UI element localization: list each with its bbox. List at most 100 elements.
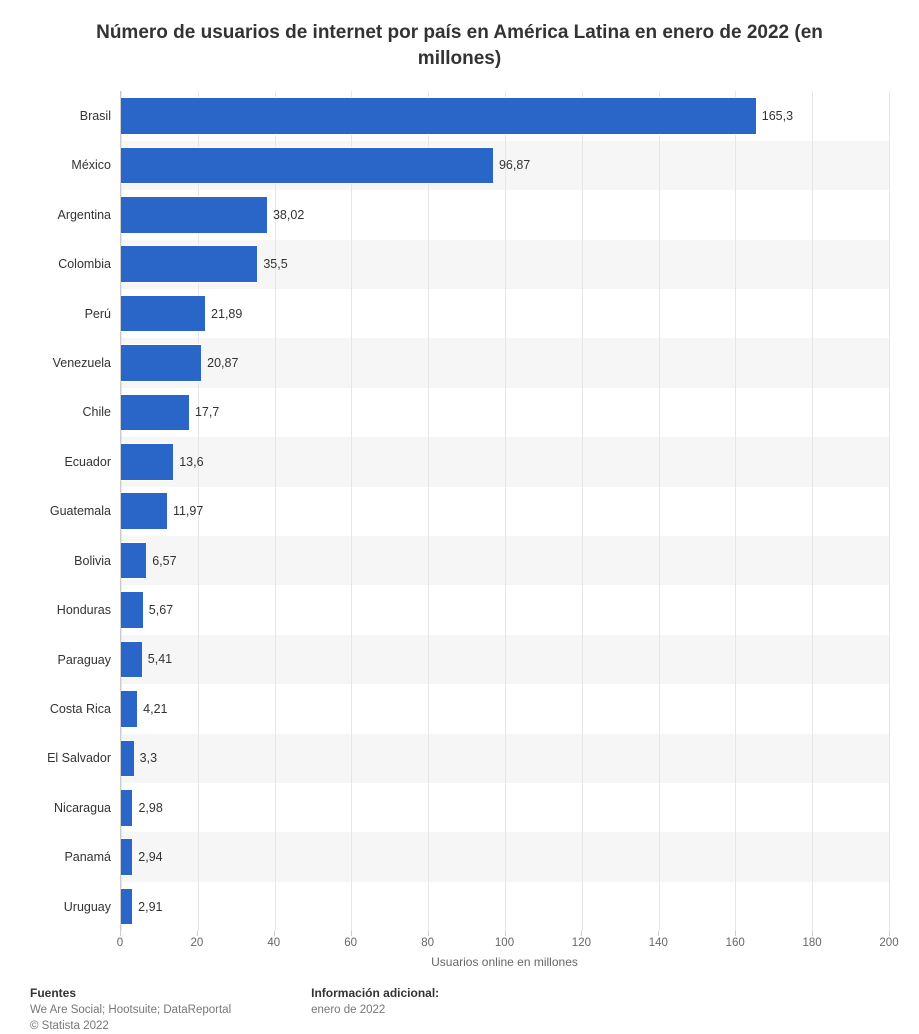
sources-block: Fuentes We Are Social; Hootsuite; DataRe… bbox=[30, 985, 231, 1034]
bar-row: Brasil165,3 bbox=[121, 91, 889, 140]
xtick-label: 120 bbox=[572, 937, 591, 949]
bar: 2,91 bbox=[121, 888, 132, 926]
bar-row: Chile17,7 bbox=[121, 388, 889, 437]
value-label: 5,67 bbox=[149, 603, 173, 617]
xtick-mark bbox=[735, 931, 736, 936]
bar: 165,3 bbox=[121, 97, 756, 135]
value-label: 35,5 bbox=[263, 257, 287, 271]
xtick-label: 200 bbox=[879, 937, 898, 949]
x-axis: Usuarios online en millones 020406080100… bbox=[120, 931, 889, 971]
xtick-label: 0 bbox=[117, 937, 123, 949]
bar: 6,57 bbox=[121, 542, 146, 580]
sources-line: We Are Social; Hootsuite; DataReportal bbox=[30, 1002, 231, 1018]
value-label: 21,89 bbox=[211, 307, 242, 321]
bar-row: Guatemala11,97 bbox=[121, 487, 889, 536]
copyright: © Statista 2022 bbox=[30, 1018, 231, 1034]
xtick-mark bbox=[120, 931, 121, 936]
bar: 11,97 bbox=[121, 492, 167, 530]
bar: 3,3 bbox=[121, 740, 134, 778]
bar-row: Honduras5,67 bbox=[121, 585, 889, 634]
value-label: 11,97 bbox=[173, 504, 203, 518]
category-label: Brasil bbox=[80, 109, 111, 123]
bar-row: Paraguay5,41 bbox=[121, 635, 889, 684]
category-label: Nicaragua bbox=[54, 801, 111, 815]
info-block: Información adicional: enero de 2022 bbox=[311, 985, 439, 1034]
plot-area: Brasil165,3México96,87Argentina38,02Colo… bbox=[120, 91, 889, 931]
bar-row: Nicaragua2,98 bbox=[121, 783, 889, 832]
bar-row: Perú21,89 bbox=[121, 289, 889, 338]
value-label: 13,6 bbox=[179, 455, 203, 469]
value-label: 4,21 bbox=[143, 702, 167, 716]
bar-row: Argentina38,02 bbox=[121, 190, 889, 239]
value-label: 96,87 bbox=[499, 158, 530, 172]
xtick-label: 140 bbox=[649, 937, 668, 949]
xtick-mark bbox=[889, 931, 890, 936]
xtick-label: 60 bbox=[344, 937, 357, 949]
xtick-mark bbox=[428, 931, 429, 936]
bar: 2,98 bbox=[121, 789, 132, 827]
value-label: 20,87 bbox=[207, 356, 238, 370]
xtick-mark bbox=[658, 931, 659, 936]
bar: 5,41 bbox=[121, 641, 142, 679]
bar: 2,94 bbox=[121, 838, 132, 876]
bar-row: Uruguay2,91 bbox=[121, 882, 889, 931]
xtick-label: 180 bbox=[803, 937, 822, 949]
value-label: 3,3 bbox=[140, 751, 157, 765]
bar: 96,87 bbox=[121, 147, 493, 185]
info-line: enero de 2022 bbox=[311, 1002, 439, 1018]
category-label: Argentina bbox=[57, 208, 111, 222]
value-label: 17,7 bbox=[195, 405, 219, 419]
category-label: El Salvador bbox=[47, 751, 111, 765]
category-label: Panamá bbox=[64, 850, 111, 864]
chart-area: Brasil165,3México96,87Argentina38,02Colo… bbox=[20, 91, 889, 971]
chart-title: Número de usuarios de internet por país … bbox=[70, 20, 850, 71]
xtick-mark bbox=[812, 931, 813, 936]
bar-row: México96,87 bbox=[121, 141, 889, 190]
value-label: 2,91 bbox=[138, 900, 162, 914]
bar-row: Ecuador13,6 bbox=[121, 437, 889, 486]
category-label: Costa Rica bbox=[50, 702, 111, 716]
bar: 20,87 bbox=[121, 344, 201, 382]
x-axis-label: Usuarios online en millones bbox=[120, 955, 889, 969]
value-label: 5,41 bbox=[148, 652, 172, 666]
category-label: Colombia bbox=[58, 257, 111, 271]
footer: Fuentes We Are Social; Hootsuite; DataRe… bbox=[20, 985, 899, 1034]
xtick-mark bbox=[505, 931, 506, 936]
xtick-mark bbox=[351, 931, 352, 936]
category-label: Bolivia bbox=[74, 554, 111, 568]
category-label: Chile bbox=[83, 405, 112, 419]
value-label: 38,02 bbox=[273, 208, 304, 222]
gridline bbox=[889, 91, 890, 931]
xtick-mark bbox=[581, 931, 582, 936]
bar-row: El Salvador3,3 bbox=[121, 734, 889, 783]
bar: 17,7 bbox=[121, 394, 189, 432]
xtick-label: 20 bbox=[190, 937, 203, 949]
bar-row: Venezuela20,87 bbox=[121, 338, 889, 387]
xtick-mark bbox=[197, 931, 198, 936]
bar: 35,5 bbox=[121, 245, 257, 283]
value-label: 2,98 bbox=[138, 801, 162, 815]
bar: 13,6 bbox=[121, 443, 173, 481]
category-label: Venezuela bbox=[53, 356, 111, 370]
category-label: Paraguay bbox=[57, 653, 111, 667]
xtick-label: 40 bbox=[267, 937, 280, 949]
category-label: Perú bbox=[85, 307, 111, 321]
bar-row: Bolivia6,57 bbox=[121, 536, 889, 585]
category-label: Honduras bbox=[57, 603, 111, 617]
value-label: 2,94 bbox=[138, 850, 162, 864]
bars-layer: Brasil165,3México96,87Argentina38,02Colo… bbox=[121, 91, 889, 931]
info-heading: Información adicional: bbox=[311, 985, 439, 1002]
category-label: Guatemala bbox=[50, 504, 111, 518]
bar-row: Costa Rica4,21 bbox=[121, 684, 889, 733]
xtick-label: 100 bbox=[495, 937, 514, 949]
bar: 38,02 bbox=[121, 196, 267, 234]
bar: 21,89 bbox=[121, 295, 205, 333]
category-label: México bbox=[71, 158, 111, 172]
xtick-mark bbox=[274, 931, 275, 936]
value-label: 6,57 bbox=[152, 554, 176, 568]
bar: 4,21 bbox=[121, 690, 137, 728]
bar-row: Panamá2,94 bbox=[121, 832, 889, 881]
xtick-label: 160 bbox=[726, 937, 745, 949]
sources-heading: Fuentes bbox=[30, 985, 231, 1002]
category-label: Uruguay bbox=[64, 900, 111, 914]
